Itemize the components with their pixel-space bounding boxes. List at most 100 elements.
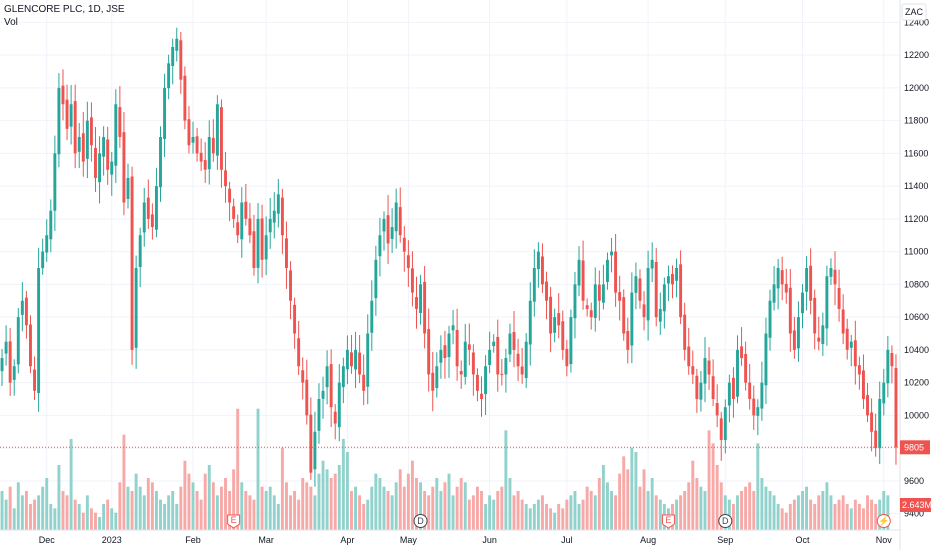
last-volume-tag: 2.643M — [900, 498, 932, 512]
volume-bar — [878, 499, 882, 530]
volume-bar — [232, 469, 236, 530]
candle-body — [792, 330, 796, 350]
volume-bar — [183, 460, 187, 530]
volume-bar — [569, 495, 573, 530]
dividend-event-marker[interactable]: D — [718, 514, 733, 528]
volume-bar — [618, 473, 622, 530]
earnings-label: E — [231, 515, 237, 525]
volume-bar — [159, 499, 162, 530]
volume-bar — [45, 478, 49, 530]
volume-bar — [524, 504, 528, 530]
candle-body — [736, 349, 739, 397]
volume-bar — [138, 486, 142, 530]
legend-symbol[interactable]: GLENCORE PLC, 1D, JSE — [4, 4, 125, 15]
volume-bar — [337, 465, 341, 530]
candle-body — [744, 353, 748, 383]
candle-body — [675, 268, 679, 281]
currency-badge[interactable] — [901, 3, 927, 21]
candle-body — [866, 395, 869, 416]
x-tick-label: Dec — [39, 535, 56, 545]
volume-bar — [252, 499, 256, 530]
volume-bar — [585, 486, 589, 530]
candle-body — [219, 107, 223, 170]
volume-bar — [727, 499, 731, 530]
candle-body — [37, 268, 41, 394]
candle-body — [833, 269, 837, 285]
volume-bar — [654, 495, 658, 530]
earnings-event-marker[interactable]: E — [227, 514, 241, 529]
candle-body — [455, 329, 459, 367]
split-shape — [876, 514, 891, 528]
volume-bar — [325, 469, 329, 530]
earnings-event-marker[interactable]: E — [661, 514, 675, 529]
candle-body — [57, 87, 61, 155]
volume-bar — [715, 465, 719, 530]
volume-bar — [207, 465, 211, 530]
volume-bar — [475, 486, 479, 530]
candle-body — [126, 177, 130, 199]
volume-bar — [386, 491, 390, 530]
candle-body — [857, 365, 861, 375]
volume-bar — [809, 499, 813, 530]
candle-body — [475, 374, 479, 391]
candle-body — [378, 235, 382, 257]
volume-bar — [85, 495, 89, 530]
volume-bar — [435, 478, 439, 530]
dividend-label: D — [722, 516, 729, 526]
split-event-marker[interactable]: ⚡ — [876, 514, 891, 528]
volume-bar — [736, 495, 739, 530]
volume-bar — [675, 499, 679, 530]
volume-bar — [874, 504, 878, 530]
volume-bar — [374, 473, 378, 530]
candle-body — [764, 333, 768, 386]
candle-body — [24, 297, 28, 326]
candle-body — [0, 358, 4, 372]
volume-bar — [642, 469, 646, 530]
candle-body — [772, 284, 776, 303]
candle-body — [882, 382, 886, 404]
candle-body — [585, 305, 589, 309]
volume-bar — [423, 491, 427, 530]
volume-bar — [626, 469, 630, 530]
volume-bar — [333, 473, 337, 530]
time-axis[interactable]: Dec 2023 Feb Mar Apr May Jun Jul Aug Sep Oct Nov — [39, 535, 893, 545]
volume-bar — [289, 495, 292, 530]
candle-body — [374, 259, 378, 299]
volume-bar — [366, 499, 370, 530]
candle-body — [825, 276, 829, 329]
legend-volume[interactable]: Vol — [4, 17, 18, 28]
volume-bar — [630, 447, 634, 530]
dividend-event-marker[interactable]: D — [413, 514, 428, 528]
candle-body — [317, 399, 321, 431]
volume-bar — [821, 491, 825, 530]
volume-bar — [699, 486, 703, 530]
y-tick-label: 11600 — [904, 148, 928, 158]
volume-bar — [817, 495, 821, 530]
candle-body — [723, 407, 727, 441]
candle-body — [618, 292, 622, 301]
volume-bar — [581, 499, 585, 530]
candle-body — [236, 222, 240, 236]
candlesticks — [0, 27, 898, 487]
volume-bar — [321, 460, 325, 530]
volume-bar — [459, 478, 463, 530]
volume-bar — [163, 504, 167, 530]
candle-body — [102, 137, 106, 157]
volume-bar — [488, 495, 492, 530]
candle-body — [341, 366, 345, 388]
candle-body — [801, 292, 804, 314]
event-markers[interactable]: E D E D ⚡ — [227, 514, 891, 529]
y-tick-label: 10200 — [904, 378, 929, 388]
volume-bar — [796, 495, 800, 530]
volume-bar — [752, 491, 756, 530]
volume-bar — [711, 443, 715, 530]
candle-body — [77, 137, 81, 152]
x-tick-label: 2023 — [102, 535, 122, 545]
candle-body — [272, 210, 276, 223]
candle-body — [191, 137, 195, 143]
candle-body — [12, 366, 16, 380]
candle-body — [760, 382, 764, 409]
volume-bar — [195, 491, 199, 530]
candle-body — [305, 379, 309, 416]
